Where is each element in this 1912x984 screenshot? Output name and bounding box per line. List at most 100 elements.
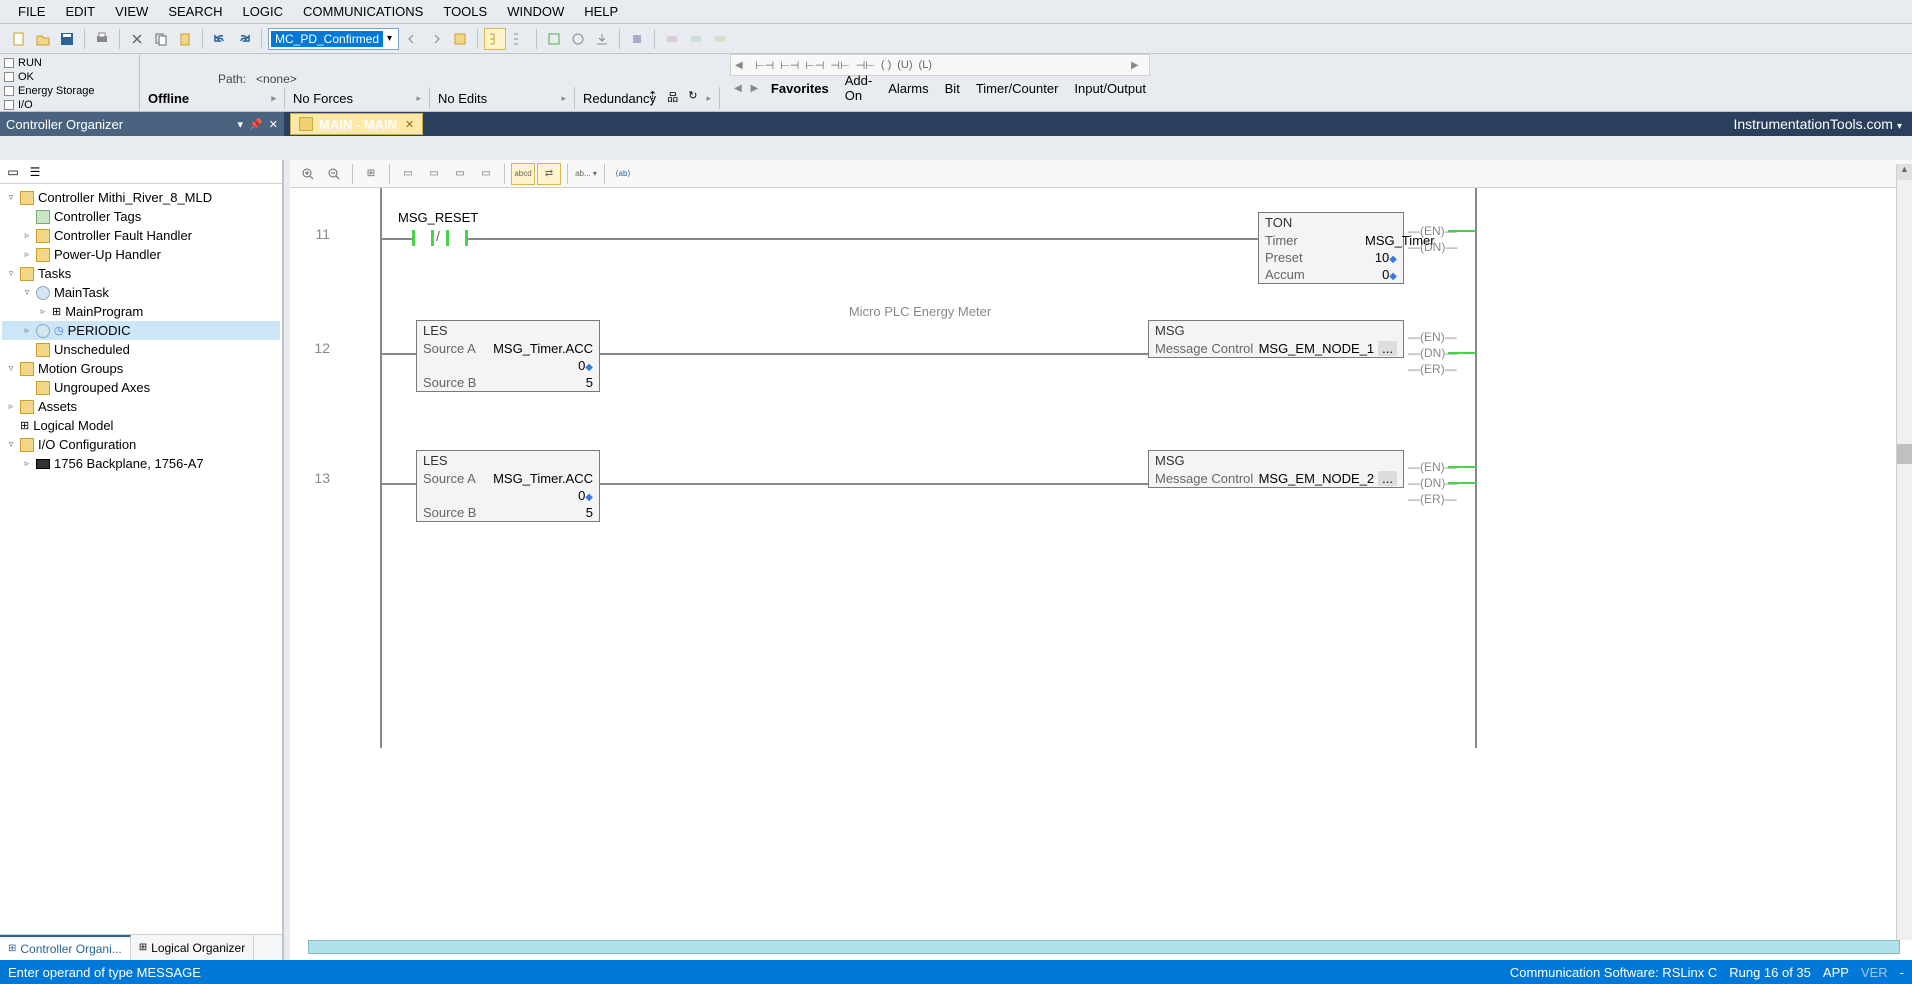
expand-icon[interactable]: ▿ [6, 192, 16, 203]
instruction-symbol[interactable]: ⊣⊢ [856, 59, 875, 72]
msg-config-button[interactable]: ... [1378, 341, 1397, 356]
menu-item-communications[interactable]: COMMUNICATIONS [293, 0, 433, 23]
et-icon-1[interactable]: ⊞ [359, 163, 383, 185]
misc3-icon[interactable] [709, 28, 731, 50]
tree-node[interactable]: ▹Controller Fault Handler [2, 226, 280, 245]
ton-instruction[interactable]: TON TimerMSG_Timer Preset10◆ Accum0◆ [1258, 212, 1404, 284]
pin-icon[interactable]: 📌 [249, 118, 263, 131]
tag-combo[interactable]: MC_PD_Confirmed ▾ [268, 28, 399, 50]
go-fwd-icon[interactable] [425, 28, 447, 50]
instruction-symbol[interactable]: ⊢⊣ [805, 59, 824, 72]
scroll-thumb[interactable] [1897, 444, 1912, 464]
menu-item-view[interactable]: VIEW [105, 0, 158, 23]
tree-node[interactable]: ▿MainTask [2, 283, 280, 302]
verify-icon[interactable] [543, 28, 565, 50]
menu-item-tools[interactable]: TOOLS [433, 0, 497, 23]
tab-main[interactable]: MAIN - MAIN ✕ [290, 113, 423, 135]
scroll-left-icon[interactable]: ◀ [734, 83, 742, 94]
instruction-symbol[interactable]: ⊣⊢ [831, 59, 850, 72]
scroll-up-icon[interactable]: ▲ [1897, 164, 1912, 180]
tree-node[interactable]: Ungrouped Axes [2, 378, 280, 397]
les-instruction[interactable]: LES Source AMSG_Timer.ACC 0◆ Source B5 [416, 320, 600, 392]
tree-node[interactable]: ▿I/O Configuration [2, 435, 280, 454]
refresh-icon[interactable]: ↻ [688, 89, 697, 105]
build-icon[interactable] [567, 28, 589, 50]
redo-icon[interactable] [233, 28, 255, 50]
menu-item-help[interactable]: HELP [574, 0, 628, 23]
expand-icon[interactable]: ▿ [6, 268, 16, 279]
expand-icon[interactable]: ▹ [22, 325, 32, 336]
palette-tab-favorites[interactable]: Favorites [767, 79, 833, 98]
expand-icon[interactable]: ▿ [6, 363, 16, 374]
instruction-symbol[interactable]: (L) [919, 59, 932, 71]
tree-node[interactable]: ▿Controller Mithi_River_8_MLD [2, 188, 280, 207]
status-cell-no-edits[interactable]: No Edits▸ [430, 87, 575, 109]
ladder-canvas[interactable]: 11 MSG_RESET / TON TimerMSG_Timer Preset… [290, 188, 1912, 960]
tree-node[interactable]: ▹⊞MainProgram [2, 302, 280, 321]
palette-tab-alarms[interactable]: Alarms [884, 79, 932, 98]
menu-item-search[interactable]: SEARCH [158, 0, 232, 23]
toggle1-icon[interactable] [626, 28, 648, 50]
tree-node[interactable]: ▹Assets [2, 397, 280, 416]
menu-item-logic[interactable]: LOGIC [233, 0, 293, 23]
expand-icon[interactable]: ▹ [6, 401, 16, 412]
xio-contact[interactable] [446, 230, 468, 246]
status-cell-offline[interactable]: Offline▸ [140, 87, 285, 109]
menu-item-file[interactable]: FILE [8, 0, 55, 23]
et-icon-5[interactable]: ▭ [474, 163, 498, 185]
instruction-symbol[interactable]: (U) [897, 59, 912, 71]
zoom-out-icon[interactable] [322, 163, 346, 185]
xic-contact[interactable] [412, 230, 434, 246]
et-icon-4[interactable]: ▭ [448, 163, 472, 185]
tree-node[interactable]: ▹1756 Backplane, 1756-A7 [2, 454, 280, 473]
tab-close-icon[interactable]: ✕ [405, 118, 414, 131]
undo-icon[interactable] [209, 28, 231, 50]
msg-config-button[interactable]: ... [1378, 471, 1397, 486]
misc1-icon[interactable] [661, 28, 683, 50]
menu-item-edit[interactable]: EDIT [55, 0, 105, 23]
tree-node[interactable]: Unscheduled [2, 340, 280, 359]
palette-tab-addon[interactable]: Add-On [841, 71, 876, 105]
save-icon[interactable] [56, 28, 78, 50]
palette-tab-timercounter[interactable]: Timer/Counter [972, 79, 1063, 98]
expand-icon[interactable]: ▹ [22, 458, 32, 469]
download-icon[interactable] [591, 28, 613, 50]
scroll-right-icon[interactable]: ▶ [750, 83, 758, 94]
menu-item-window[interactable]: WINDOW [497, 0, 574, 23]
rung-11[interactable]: 11 MSG_RESET / TON TimerMSG_Timer Preset… [290, 198, 1490, 308]
organizer-tab[interactable]: ⊞Controller Organi... [0, 935, 131, 960]
status-cell-no-forces[interactable]: No Forces▸ [285, 87, 430, 109]
abcd-icon[interactable]: abcd [511, 163, 535, 185]
props-icon[interactable] [449, 28, 471, 50]
paste-icon[interactable] [174, 28, 196, 50]
go-back-icon[interactable] [401, 28, 423, 50]
chevron-down-icon[interactable]: ▾ [383, 33, 396, 44]
instruction-symbol[interactable]: ( ) [881, 59, 891, 71]
tree-node[interactable]: ⊞Logical Model [2, 416, 280, 435]
palette-tab-bit[interactable]: Bit [941, 79, 964, 98]
rung-12[interactable]: 12 Micro PLC Energy Meter LES Source AMS… [290, 298, 1490, 418]
expand-icon[interactable]: ▹ [38, 306, 48, 317]
print-icon[interactable] [91, 28, 113, 50]
misc2-icon[interactable] [685, 28, 707, 50]
who-icon[interactable]: ⇡ [648, 89, 657, 105]
et-icon-2[interactable]: ▭ [396, 163, 420, 185]
les-instruction[interactable]: LES Source AMSG_Timer.ACC 0◆ Source B5 [416, 450, 600, 522]
tree2-icon[interactable] [508, 28, 530, 50]
tree-node[interactable]: ▹Power-Up Handler [2, 245, 280, 264]
palette-tab-inputoutput[interactable]: Input/Output [1070, 79, 1150, 98]
collapse-icon[interactable]: ▭ [4, 163, 22, 181]
vertical-scrollbar[interactable]: ▲ [1896, 164, 1912, 940]
et-icon-6[interactable]: ⇄ [537, 163, 561, 185]
msg-instruction[interactable]: MSG Message ControlMSG_EM_NODE_1... [1148, 320, 1404, 358]
expand-icon[interactable]: ☰ [26, 163, 44, 181]
scroll-right-icon[interactable]: ▶ [1131, 60, 1145, 71]
close-icon[interactable]: ✕ [269, 118, 278, 131]
msg-instruction[interactable]: MSG Message ControlMSG_EM_NODE_2... [1148, 450, 1404, 488]
scroll-left-icon[interactable]: ◀ [735, 60, 749, 71]
organizer-tab[interactable]: ⊞Logical Organizer [131, 935, 254, 960]
cut-icon[interactable] [126, 28, 148, 50]
tree-node[interactable]: ▹◷PERIODIC [2, 321, 280, 340]
expand-icon[interactable]: ▿ [22, 287, 32, 298]
expand-icon[interactable]: ▿ [6, 439, 16, 450]
